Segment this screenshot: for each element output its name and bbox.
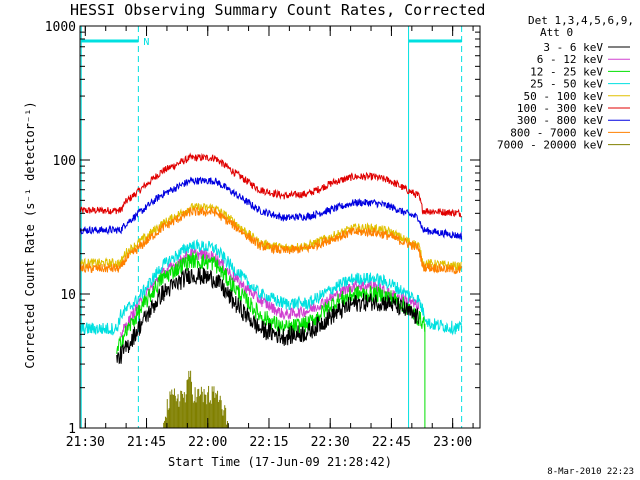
y-tick-label: 1000 [45, 20, 76, 35]
x-tick-label: 21:30 [66, 435, 105, 450]
x-tick-label: 23:00 [433, 435, 472, 450]
legend-entry-label: 25 - 50 keV [530, 78, 603, 91]
legend-entry-label: 12 - 25 keV [530, 65, 603, 78]
series-line [79, 206, 463, 275]
x-axis-label: Start Time (17-Jun-09 21:28:42) [168, 455, 392, 469]
x-tick-label: 22:00 [188, 435, 227, 450]
series-line [79, 152, 462, 218]
series-line [116, 267, 419, 365]
y-tick-label: 100 [53, 154, 76, 169]
y-axis-label: Corrected Count Rate (s⁻¹ detector⁻¹) [23, 101, 37, 369]
x-tick-label: 21:45 [127, 435, 166, 450]
night-marker-label: N [143, 37, 149, 48]
series-line [79, 176, 463, 240]
plot-date-footnote: 8-Mar-2010 22:23 [547, 467, 634, 477]
legend-header-detectors: Det 1,3,4,5,6,9, [528, 14, 634, 27]
y-tick-label: 10 [60, 288, 76, 303]
axes: 1 10 100 1000 21:30 21:45 22:00 22:15 22:30 22:45… [45, 20, 481, 450]
chart-title: HESSI Observing Summary Count Rates, Cor… [70, 1, 486, 19]
series-line [79, 238, 463, 336]
legend-entry-label: 6 - 12 keV [537, 53, 604, 66]
legend-entry-label: 7000 - 20000 keV [497, 139, 603, 152]
plot-area: N [79, 26, 463, 428]
legend-header-attenuator: Att 0 [540, 26, 574, 39]
legend-entry-label: 300 - 800 keV [517, 114, 603, 127]
y-tick-label: 1 [68, 422, 76, 437]
legend-entry-label: 100 - 300 keV [517, 102, 603, 115]
plot-frame [79, 25, 481, 429]
x-tick-label: 22:30 [311, 435, 350, 450]
legend-entry-label: 50 - 100 keV [524, 90, 604, 103]
x-tick-label: 22:15 [249, 435, 288, 450]
legend-entry-label: 3 - 6 keV [543, 41, 603, 54]
legend-entry-label: 800 - 7000 keV [510, 126, 603, 139]
x-tick-label: 22:45 [372, 435, 411, 450]
series-line [120, 248, 420, 338]
